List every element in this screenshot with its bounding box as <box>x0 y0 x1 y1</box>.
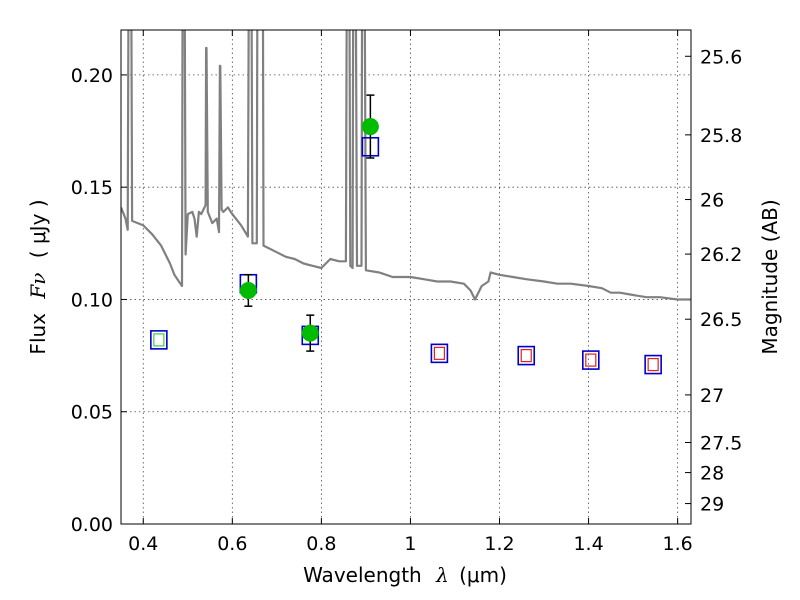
y-tick-label: 0.05 <box>71 402 113 424</box>
y2-tick-label: 27 <box>700 385 724 407</box>
y2-tick-label: 27.5 <box>700 432 742 454</box>
observed-point <box>301 324 319 342</box>
model-flux-box <box>430 343 449 364</box>
plot-frame <box>120 29 692 525</box>
x-tick-label: 0.8 <box>306 533 336 555</box>
x-tick-label: 1.4 <box>573 533 603 555</box>
model-flux-inner-box <box>433 346 445 360</box>
y-tick-label: 0.15 <box>71 177 113 199</box>
plot-area <box>121 30 691 375</box>
grid <box>121 30 691 525</box>
model-flux-box <box>582 350 600 370</box>
y2-tick-label: 25.8 <box>700 125 742 147</box>
model-flux-box <box>517 345 536 366</box>
model-flux-inner-box <box>153 333 165 347</box>
y2-tick-label: 26.2 <box>700 244 742 266</box>
x-tick-label: 1 <box>404 533 416 555</box>
model-flux-inner-box <box>520 348 532 363</box>
observed-point <box>361 118 379 136</box>
y2-tick-label: 26 <box>700 190 724 212</box>
x-tick-label: 1.2 <box>484 533 514 555</box>
y2-tick-label: 26.5 <box>700 309 742 331</box>
model-flux-box <box>644 354 662 375</box>
y-tick-label: 0.20 <box>71 65 113 87</box>
x-tick-label: 1.6 <box>663 533 693 555</box>
model-flux-box <box>150 330 168 350</box>
y-tick-label: 0.10 <box>71 289 113 311</box>
y-axis-label: Flux Fν ( μJy ) <box>26 199 50 354</box>
y2-tick-label: 28 <box>700 463 724 485</box>
axis-ticks: 0.4 0.6 0.8 1 1.2 1.4 1.6 0.00 0.05 0.10 0.15 0.20 2… <box>71 30 742 555</box>
y2-axis-label: Magnitude (AB) <box>758 199 782 354</box>
x-axis-label: Wavelength λ (μm) <box>303 563 507 587</box>
model-flux-inner-box <box>585 353 597 367</box>
template-spectrum-line <box>121 30 691 301</box>
y-tick-label: 0.00 <box>71 514 113 536</box>
observed-point <box>239 281 257 299</box>
x-tick-label: 0.4 <box>128 533 158 555</box>
y2-tick-label: 25.6 <box>700 46 742 68</box>
model-flux-inner-box <box>647 357 659 372</box>
y2-tick-label: 29 <box>700 494 724 516</box>
x-tick-label: 0.6 <box>217 533 247 555</box>
